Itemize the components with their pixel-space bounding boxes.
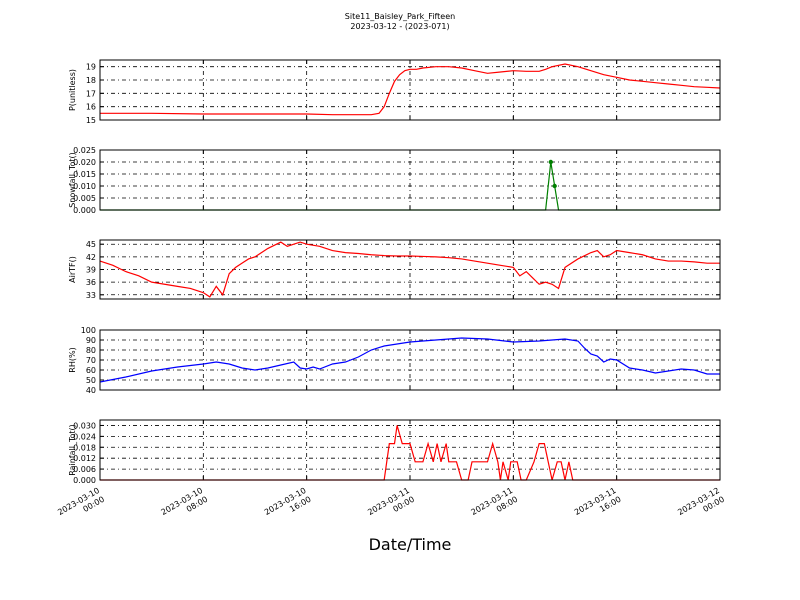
y-tick-label: 18 [86, 76, 96, 85]
y-tick-label: 0.010 [73, 182, 96, 191]
series-line [99, 337, 720, 383]
y-tick-label: 0.024 [73, 432, 96, 441]
y-tick-label: 80 [86, 346, 96, 355]
y-tick-label: 0.030 [73, 421, 96, 430]
y-tick-label: 36 [86, 278, 96, 287]
y-tick-label: 60 [86, 366, 96, 375]
x-tick-label: 2023-03-1000:00 [56, 486, 106, 526]
y-tick-label: 90 [86, 336, 96, 345]
y-axis-label: Snowfall_Tot() [68, 152, 77, 208]
panel-2: 0.000 0.005 0.010 0.015 0.020 0.025Snowfall_T… [68, 146, 721, 215]
panel-1: 15 16 17 18 19 P(unitless) [68, 59, 721, 125]
y-tick-label: 33 [86, 291, 96, 300]
chart-title-line-1: Site11_Baisley_Park_Fifteen [345, 12, 455, 21]
y-tick-label: 70 [86, 356, 96, 365]
y-tick-label: 15 [86, 116, 96, 125]
series-line [100, 63, 721, 116]
y-tick-label: 100 [81, 326, 96, 335]
data-point [552, 183, 557, 189]
y-tick-label: 40 [86, 386, 96, 395]
y-tick-label: 0.020 [73, 158, 96, 167]
y-tick-label: 45 [86, 240, 96, 249]
series-line [100, 425, 720, 481]
x-tick-label: 2023-03-1108:00 [470, 486, 520, 526]
y-tick-label: 0.005 [73, 194, 96, 203]
y-axis-label: P(unitless) [68, 69, 77, 111]
x-axis-label: Date/Time [369, 535, 452, 554]
x-tick-label: 2023-03-1116:00 [573, 486, 623, 526]
y-tick-label: 19 [86, 63, 96, 72]
x-tick-label: 2023-03-1200:00 [676, 486, 726, 526]
x-tick-label: 2023-03-1016:00 [263, 486, 313, 526]
axes-frame [99, 149, 721, 211]
y-tick-label: 0.018 [73, 443, 96, 452]
panel-3: 33 36 39 42 45 AirTF() [68, 239, 721, 300]
axes-frame [99, 419, 721, 481]
y-tick-label: 0.000 [73, 476, 96, 485]
y-tick-label: 42 [86, 253, 96, 262]
panel-5: 0.000 0.006 0.012 0.018 0.024 0.030Rainfall_T… [68, 419, 721, 485]
axes-frame [99, 59, 721, 121]
y-tick-label: 39 [86, 266, 96, 275]
axes-frame [99, 239, 721, 300]
y-tick-label: 0.000 [73, 206, 96, 215]
x-tick-labels: 2023-03-1000:00 2023-03-1008:00 2023-03-10… [56, 486, 726, 526]
x-tick-label: 2023-03-1008:00 [160, 486, 210, 526]
y-axis-label: RH(%) [68, 347, 77, 372]
y-tick-label: 16 [86, 103, 96, 112]
series-line [99, 241, 720, 298]
axes-frame [99, 329, 721, 391]
y-tick-label: 0.006 [73, 465, 96, 474]
chart-title-line-2: 2023-03-12 - (2023-071) [350, 22, 449, 31]
y-axis-label: AirTF() [68, 256, 77, 283]
data-point [548, 159, 553, 165]
x-tick-label: 2023-03-1100:00 [366, 486, 416, 526]
y-tick-label: 0.012 [73, 454, 96, 463]
panels: 15 16 17 18 19 P(unitless) 0.000 0.005 0.010 0.01… [68, 59, 721, 485]
y-tick-label: 0.025 [73, 146, 96, 155]
y-axis-label: Rainfall_Tot() [68, 424, 77, 476]
y-tick-label: 17 [86, 89, 96, 98]
y-tick-label: 0.015 [73, 170, 96, 179]
y-tick-label: 50 [86, 376, 96, 385]
